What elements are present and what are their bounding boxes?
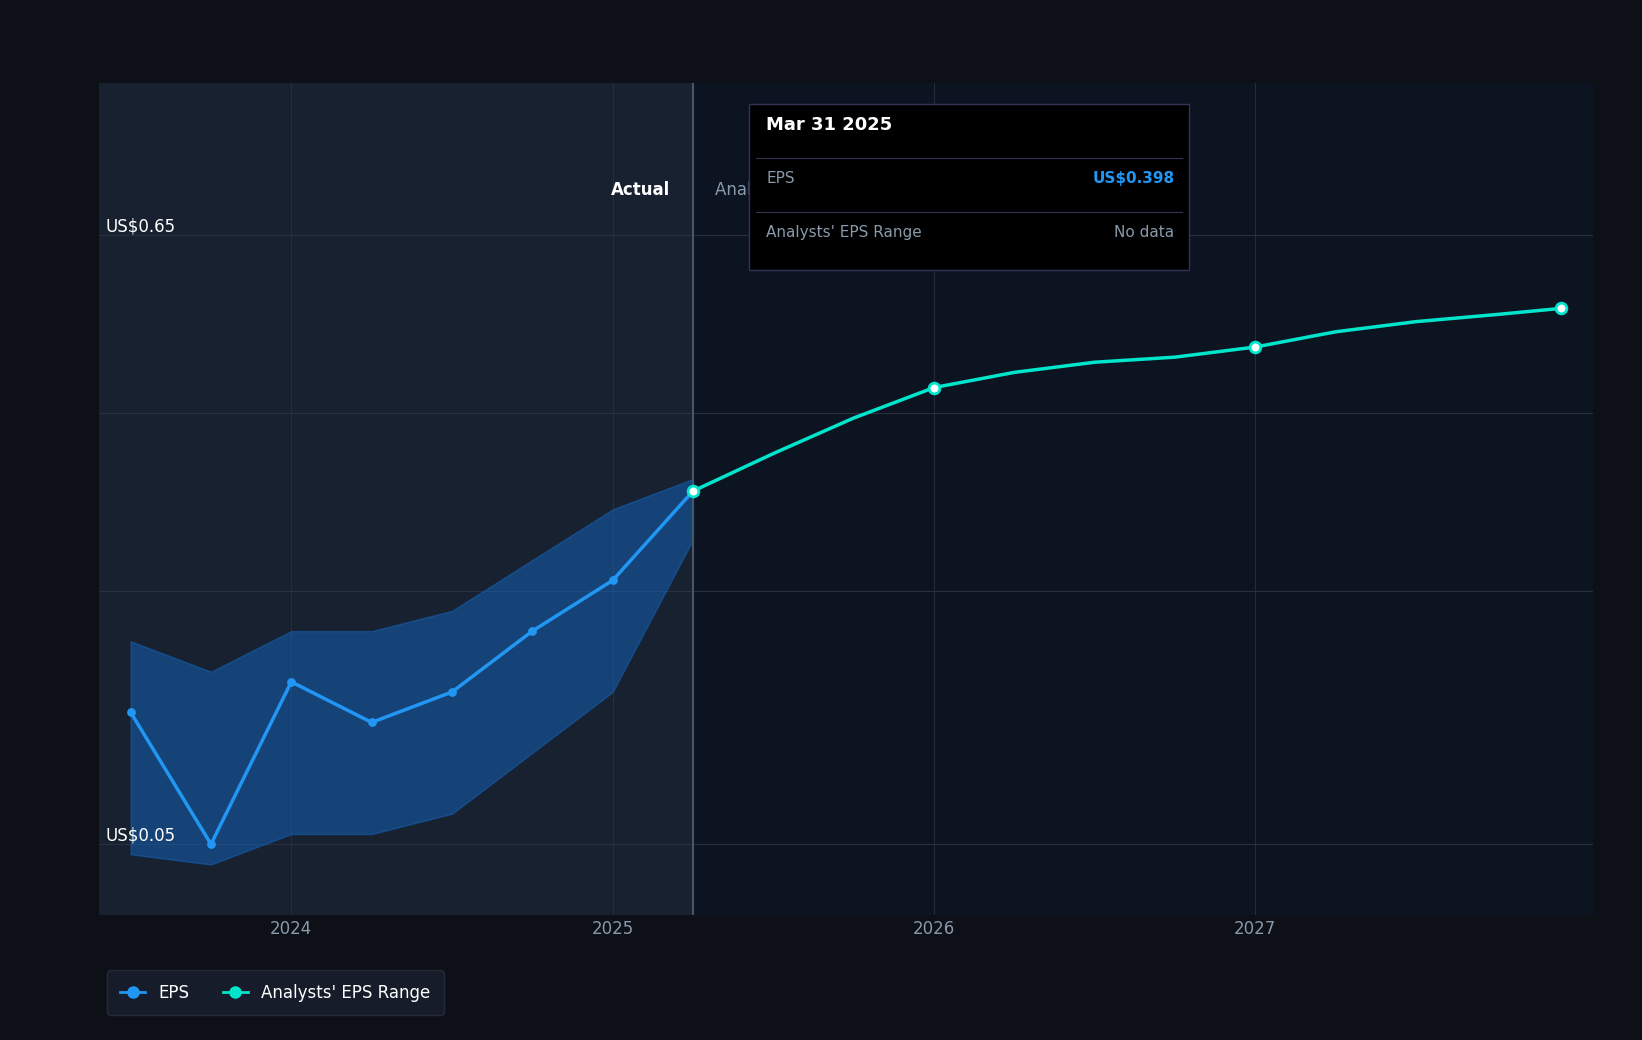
Point — [1243, 339, 1269, 356]
Legend: EPS, Analysts' EPS Range: EPS, Analysts' EPS Range — [107, 970, 443, 1015]
Bar — [99, 83, 693, 915]
Point — [680, 483, 706, 499]
Text: Mar 31 2025: Mar 31 2025 — [767, 116, 893, 134]
Point — [519, 623, 545, 640]
Text: US$0.05: US$0.05 — [107, 826, 176, 844]
Text: Analysts Forecasts: Analysts Forecasts — [716, 181, 870, 199]
Point — [1547, 301, 1573, 317]
Point — [118, 704, 144, 721]
Point — [438, 683, 465, 700]
Text: Analysts' EPS Range: Analysts' EPS Range — [767, 225, 923, 239]
Text: Actual: Actual — [611, 181, 670, 199]
Text: US$0.65: US$0.65 — [107, 217, 176, 235]
FancyBboxPatch shape — [749, 104, 1189, 270]
Text: EPS: EPS — [767, 171, 795, 185]
Point — [921, 380, 947, 396]
Point — [358, 714, 384, 731]
Point — [599, 572, 626, 589]
Point — [277, 674, 304, 691]
Point — [197, 836, 223, 853]
Text: No data: No data — [1115, 225, 1174, 239]
Text: US$0.398: US$0.398 — [1092, 171, 1174, 185]
Point — [680, 483, 706, 499]
